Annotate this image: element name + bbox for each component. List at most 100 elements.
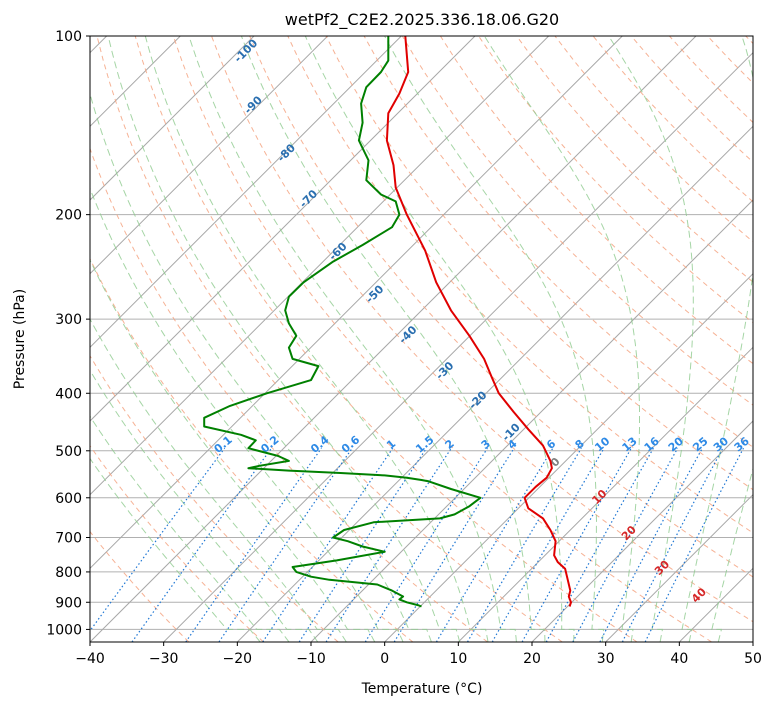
x-axis-ticks: −40 −30 −20 −10 0 10 20 30 40 50 <box>75 642 762 667</box>
isotherm-line <box>531 420 753 642</box>
dry-adiabat-label: -20 <box>466 388 489 411</box>
mixing-ratio-label: 30 <box>711 434 731 454</box>
y-tick-label: 300 <box>55 312 82 328</box>
dry-adiabat-line <box>287 36 753 534</box>
y-tick-label: 900 <box>55 595 82 611</box>
dry-adiabat-line <box>90 444 264 642</box>
dry-adiabat-line <box>669 36 753 124</box>
dry-adiabat-label: -30 <box>433 359 456 382</box>
dry-adiabat-line <box>745 36 753 45</box>
x-axis-label: Temperature (°C) <box>361 681 483 697</box>
dry-adiabat-label: 10 <box>589 487 609 507</box>
isotherm-line <box>457 346 753 642</box>
moist-adiabat-line <box>681 36 753 642</box>
y-tick-label: 200 <box>55 208 82 224</box>
moist-adiabat-line <box>144 36 489 642</box>
dry-adiabat-label: -90 <box>242 93 265 116</box>
x-tick-label: −20 <box>223 651 253 667</box>
mixing-ratio-label: 10 <box>592 434 612 454</box>
dry-adiabat-label: -100 <box>232 36 261 65</box>
mixing-ratio-label: 25 <box>691 435 711 455</box>
moist-adiabat-line <box>90 187 404 642</box>
dewpoint-profile-line <box>203 36 482 608</box>
mixing-ratio-line <box>131 447 272 642</box>
isotherm-line <box>236 125 753 642</box>
dry-adiabat-line <box>90 257 414 642</box>
mixing-ratio-line <box>185 447 322 642</box>
moist-adiabat-line <box>240 36 546 642</box>
dry-adiabat-label: 30 <box>652 558 672 578</box>
mixing-ratio-label: 1 <box>384 437 398 452</box>
moist-adiabat-line <box>107 36 461 642</box>
dry-adiabat-line <box>439 36 753 365</box>
isotherm-line <box>90 36 550 496</box>
moist-adiabat-line <box>90 91 432 642</box>
mixing-ratio-line <box>466 447 582 642</box>
moist-adiabat-line <box>483 36 640 642</box>
x-tick-label: 50 <box>744 651 762 667</box>
x-tick-label: 30 <box>597 651 615 667</box>
isotherm-line <box>90 36 476 422</box>
dry-adiabat-label: -80 <box>275 141 298 164</box>
isotherm-line <box>678 567 753 642</box>
dry-adiabat-line <box>90 147 488 642</box>
dry-adiabat-line <box>211 36 753 623</box>
mixing-ratio-line <box>393 447 515 642</box>
mixing-ratio-line <box>364 447 488 642</box>
mixing-ratio-lines <box>90 447 745 642</box>
moist-adiabat-line <box>188 36 517 642</box>
mixing-ratio-line <box>435 447 554 642</box>
dry-adiabat-line <box>90 354 339 642</box>
mixing-ratio-label: 0.4 <box>308 433 332 456</box>
y-tick-label: 700 <box>55 531 82 547</box>
mixing-ratio-line <box>599 447 703 642</box>
isotherm-line <box>90 36 402 349</box>
skewed-isotherms <box>90 36 753 642</box>
y-tick-label: 800 <box>55 565 82 581</box>
y-axis-ticks: 100 200 300 400 500 600 700 800 900 1000 <box>46 29 90 638</box>
mixing-ratio-line <box>218 447 353 642</box>
dry-adiabats <box>90 36 753 642</box>
plot-frame <box>89 35 754 643</box>
isotherm-line <box>605 493 753 642</box>
dry-adiabat-line <box>249 36 753 578</box>
x-tick-label: −40 <box>75 651 105 667</box>
mixing-ratio-label: 2 <box>443 437 457 452</box>
moist-adiabat-line <box>711 466 753 642</box>
x-tick-label: 0 <box>380 651 389 667</box>
temperature-profile-line <box>385 36 572 607</box>
x-tick-label: −10 <box>296 651 326 667</box>
y-tick-label: 100 <box>55 29 82 45</box>
dry-adiabat-line <box>516 36 753 283</box>
y-tick-label: 1000 <box>46 622 82 638</box>
x-tick-label: 20 <box>523 651 541 667</box>
mixing-ratio-line <box>621 447 724 642</box>
isotherm-line <box>752 641 753 642</box>
dry-adiabat-line <box>707 36 753 84</box>
mixing-ratio-line <box>644 447 745 642</box>
x-tick-label: 40 <box>670 651 688 667</box>
mixing-ratio-label: 13 <box>620 435 640 455</box>
moist-adiabat-line <box>384 36 605 642</box>
x-tick-label: 10 <box>449 651 467 667</box>
mixing-ratio-label: 16 <box>642 434 662 454</box>
mixing-ratio-line <box>298 447 428 642</box>
y-tick-label: 400 <box>55 386 82 402</box>
mixing-ratio-label: 20 <box>666 434 686 454</box>
mixing-ratio-label: 3 <box>479 437 493 452</box>
plot-area: 0.1 0.2 0.4 0.6 1 1.5 2 3 4 6 8 10 13 16 20 25 30 36-100-… <box>90 36 753 642</box>
dry-adiabat-label: -10 <box>500 420 523 443</box>
dry-adiabat-line <box>96 36 563 642</box>
pressure-gridlines <box>90 36 753 630</box>
sounding-profiles <box>203 36 572 608</box>
dry-adiabat-line <box>401 36 753 406</box>
isotherm-line <box>163 51 753 642</box>
dry-adiabat-line <box>172 36 712 642</box>
mixing-ratio-label: 6 <box>544 437 558 452</box>
mixing-ratio-line <box>545 447 654 642</box>
dry-adiabat-label: -70 <box>297 187 320 210</box>
moist-adiabat-line <box>304 36 575 642</box>
mixing-ratio-label: 8 <box>573 437 587 452</box>
isotherm-line <box>384 272 753 642</box>
